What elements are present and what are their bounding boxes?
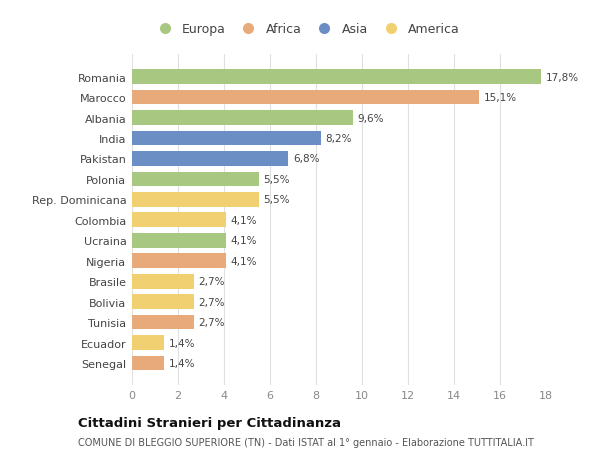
Bar	[132, 233, 226, 248]
Legend: Europa, Africa, Asia, America: Europa, Africa, Asia, America	[147, 18, 465, 41]
Text: COMUNE DI BLEGGIO SUPERIORE (TN) - Dati ISTAT al 1° gennaio - Elaborazione TUTTI: COMUNE DI BLEGGIO SUPERIORE (TN) - Dati …	[78, 437, 534, 447]
Bar	[132, 131, 320, 146]
Bar	[132, 70, 541, 85]
Bar	[132, 90, 479, 105]
Bar	[132, 274, 194, 289]
Bar	[132, 111, 353, 126]
Bar	[132, 315, 194, 330]
Text: 6,8%: 6,8%	[293, 154, 320, 164]
Text: 4,1%: 4,1%	[231, 215, 257, 225]
Text: 5,5%: 5,5%	[263, 174, 290, 185]
Bar	[132, 356, 164, 370]
Bar	[132, 172, 259, 187]
Text: 2,7%: 2,7%	[199, 317, 225, 327]
Text: 2,7%: 2,7%	[199, 297, 225, 307]
Bar	[132, 295, 194, 309]
Text: 2,7%: 2,7%	[199, 277, 225, 286]
Bar	[132, 152, 289, 167]
Text: Cittadini Stranieri per Cittadinanza: Cittadini Stranieri per Cittadinanza	[78, 416, 341, 429]
Text: 9,6%: 9,6%	[358, 113, 384, 123]
Text: 8,2%: 8,2%	[325, 134, 352, 144]
Bar	[132, 193, 259, 207]
Text: 4,1%: 4,1%	[231, 236, 257, 246]
Text: 1,4%: 1,4%	[169, 358, 196, 368]
Text: 4,1%: 4,1%	[231, 256, 257, 266]
Text: 5,5%: 5,5%	[263, 195, 290, 205]
Bar	[132, 254, 226, 269]
Text: 15,1%: 15,1%	[484, 93, 517, 103]
Bar	[132, 213, 226, 228]
Text: 1,4%: 1,4%	[169, 338, 196, 348]
Text: 17,8%: 17,8%	[546, 73, 579, 83]
Bar	[132, 336, 164, 350]
